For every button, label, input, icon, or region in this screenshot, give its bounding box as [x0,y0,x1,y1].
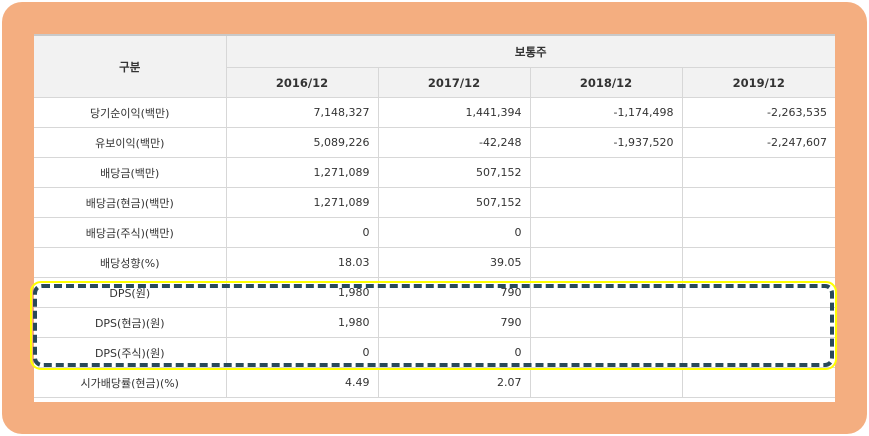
row-label: 시가배당률(현금)(%) [34,367,227,398]
period-header: 2019/12 [681,67,835,98]
value-cell: 2.07 [377,367,531,398]
period-header: 2016/12 [226,67,379,98]
stock-type-header: 보통주 [225,34,835,68]
value-cell: -2,247,607 [681,127,835,158]
value-cell: 0 [225,217,379,248]
table-row: 시가배당률(현금)(%) 4.49 2.07 [34,367,835,398]
table-row: DPS(원) 1,980 790 [34,277,835,308]
value-cell: -1,174,498 [529,97,683,128]
value-cell: 1,271,089 [225,157,379,188]
value-cell: 0 [377,217,531,248]
value-cell: 790 [377,307,531,338]
row-label: 배당금(현금)(백만) [34,187,227,218]
value-cell: 7,148,327 [225,97,379,128]
value-cell [681,217,835,248]
value-cell [529,367,683,398]
value-cell: 507,152 [377,187,531,218]
value-cell [681,247,835,278]
dividend-table: 구분 보통주 2016/12 2017/12 2018/12 2019/12 당… [34,34,835,398]
value-cell: 1,271,089 [225,187,379,218]
value-cell [681,157,835,188]
row-label: 당기순이익(백만) [34,97,227,128]
row-label: 유보이익(백만) [34,127,227,158]
table-row: 배당금(주식)(백만) 0 0 [34,217,835,248]
value-cell: -2,263,535 [681,97,835,128]
value-cell [529,277,683,308]
row-label: 배당성향(%) [34,247,227,278]
value-cell: 1,441,394 [377,97,531,128]
table-row: 배당성향(%) 18.03 39.05 [34,247,835,278]
value-cell: -42,248 [377,127,531,158]
table-row: DPS(주식)(원) 0 0 [34,337,835,368]
value-cell: 790 [377,277,531,308]
table-row: 배당금(현금)(백만) 1,271,089 507,152 [34,187,835,218]
category-header: 구분 [34,34,227,98]
period-header: 2017/12 [377,67,531,98]
value-cell [681,307,835,338]
row-label: 배당금(백만) [34,157,227,188]
value-cell: 507,152 [377,157,531,188]
value-cell [529,187,683,218]
row-label: 배당금(주식)(백만) [34,217,227,248]
value-cell [681,337,835,368]
row-label: DPS(주식)(원) [34,337,227,368]
value-cell [529,307,683,338]
value-cell: 4.49 [225,367,379,398]
value-cell [681,187,835,218]
row-label: DPS(원) [34,277,227,308]
value-cell: 0 [225,337,379,368]
value-cell: 0 [377,337,531,368]
dividend-table-panel: 구분 보통주 2016/12 2017/12 2018/12 2019/12 당… [34,34,835,402]
value-cell [529,337,683,368]
table-row: 당기순이익(백만) 7,148,327 1,441,394 -1,174,498… [34,97,835,128]
row-label: DPS(현금)(원) [34,307,227,338]
value-cell [529,247,683,278]
table-row: DPS(현금)(원) 1,980 790 [34,307,835,338]
period-header: 2018/12 [529,67,683,98]
table-row: 배당금(백만) 1,271,089 507,152 [34,157,835,188]
value-cell: 39.05 [377,247,531,278]
value-cell: 18.03 [225,247,379,278]
value-cell [681,277,835,308]
value-cell: -1,937,520 [529,127,683,158]
table-row: 유보이익(백만) 5,089,226 -42,248 -1,937,520 -2… [34,127,835,158]
value-cell [681,367,835,398]
value-cell: 5,089,226 [225,127,379,158]
value-cell: 1,980 [225,277,379,308]
value-cell [529,157,683,188]
value-cell [529,217,683,248]
value-cell: 1,980 [225,307,379,338]
